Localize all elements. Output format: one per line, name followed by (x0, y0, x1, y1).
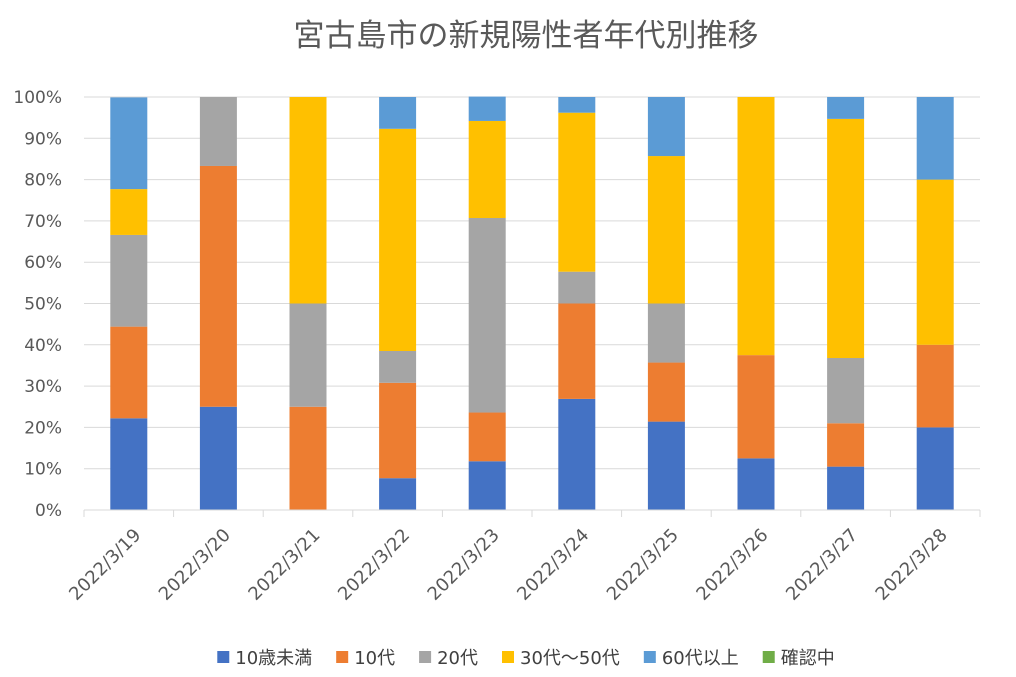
x-tick-label: 2022/3/26 (692, 525, 772, 605)
y-tick-label: 100% (13, 88, 62, 108)
x-tick-label: 2022/3/24 (513, 525, 593, 605)
bar-segment (916, 179, 954, 345)
legend: 10歳未満 10代 20代 30代～50代 60代以上 確認中 (217, 648, 835, 669)
x-tick-label: 2022/3/28 (872, 525, 952, 605)
bar-segment (916, 97, 954, 180)
x-tick-label: 2022/3/25 (603, 525, 683, 605)
legend-swatch (762, 651, 775, 663)
x-tick-label: 2022/3/27 (782, 525, 862, 605)
bar-segment (379, 97, 417, 129)
bar-segment (647, 421, 685, 510)
x-tick-label: 2022/3/23 (424, 525, 504, 605)
bar-segment (379, 382, 417, 479)
legend-swatch (502, 651, 514, 663)
bar-segment (199, 97, 237, 166)
y-tick-label: 0% (35, 501, 62, 521)
bars (110, 96, 954, 510)
bar-segment (737, 355, 775, 459)
bar-segment (558, 97, 596, 113)
y-tick-label: 30% (24, 377, 62, 397)
bar-segment (199, 406, 237, 510)
bar-segment (199, 165, 237, 407)
legend-item: 60代以上 (643, 648, 739, 669)
bar-segment (110, 189, 148, 235)
x-axis: 2022/3/19 2022/3/20 2022/3/21 2022/3/22 2022… (65, 510, 981, 605)
bar-segment (558, 271, 596, 304)
bar-segment (468, 461, 506, 510)
bar-segment (827, 423, 865, 467)
bar-segment (916, 427, 954, 510)
bar-segment (468, 218, 506, 413)
y-tick-label: 60% (24, 253, 62, 273)
x-tick-label: 2022/3/22 (334, 525, 414, 605)
y-tick-label: 40% (24, 336, 62, 356)
x-tick-label: 2022/3/21 (244, 525, 324, 605)
bar-segment (647, 97, 685, 157)
legend-item: 20代 (419, 648, 478, 669)
legend-swatch (419, 651, 432, 663)
bar-segment (468, 96, 506, 121)
y-tick-label: 10% (24, 460, 62, 480)
y-axis: 0% 10% 20% 30% 40% 50% 60% 70% 80% 90% 100% (13, 88, 62, 521)
legend-label: 10歳未満 (235, 648, 312, 669)
y-tick-label: 70% (24, 212, 62, 232)
x-tick-label: 2022/3/19 (65, 525, 145, 605)
bar-segment (289, 97, 327, 304)
legend-label: 10代 (354, 648, 395, 669)
legend-label: 30代～50代 (520, 648, 620, 669)
bar-segment (827, 358, 865, 424)
bar-segment (379, 478, 417, 510)
bar-segment (558, 398, 596, 510)
y-tick-label: 50% (24, 295, 62, 315)
bar-segment (379, 128, 417, 351)
legend-label: 20代 (437, 648, 478, 669)
bar-segment (468, 120, 506, 219)
bar-segment (110, 326, 148, 419)
legend-item: 10歳未満 (217, 648, 312, 669)
bar-segment (110, 418, 148, 510)
bar-segment (558, 303, 596, 399)
y-tick-label: 90% (24, 129, 62, 149)
bar-segment (737, 458, 775, 510)
bar-segment (379, 350, 417, 383)
legend-swatch (643, 651, 656, 663)
legend-label: 確認中 (781, 648, 835, 669)
bar-segment (647, 303, 685, 363)
bar-segment (289, 406, 327, 510)
bar-segment (647, 156, 685, 304)
bar-segment (647, 362, 685, 422)
bar-segment (916, 344, 954, 428)
x-tick-label: 2022/3/20 (155, 525, 235, 605)
bar-segment (558, 112, 596, 272)
bar-segment (110, 97, 148, 190)
legend-item: 10代 (336, 648, 395, 669)
legend-swatch (217, 651, 230, 663)
legend-swatch (336, 651, 349, 663)
chart-title: 宮古島市の新規陽性者年代別推移 (294, 18, 759, 54)
bar-segment (827, 118, 865, 359)
bar-segment (827, 97, 865, 119)
legend-item: 30代～50代 (502, 648, 620, 669)
legend-label: 60代以上 (662, 648, 739, 669)
bar-segment (468, 412, 506, 462)
y-tick-label: 20% (24, 418, 62, 438)
y-tick-label: 80% (24, 171, 62, 191)
bar-segment (110, 234, 148, 327)
bar-segment (827, 466, 865, 510)
bar-segment (289, 303, 327, 407)
legend-item: 確認中 (762, 648, 835, 669)
bar-segment (737, 97, 775, 356)
